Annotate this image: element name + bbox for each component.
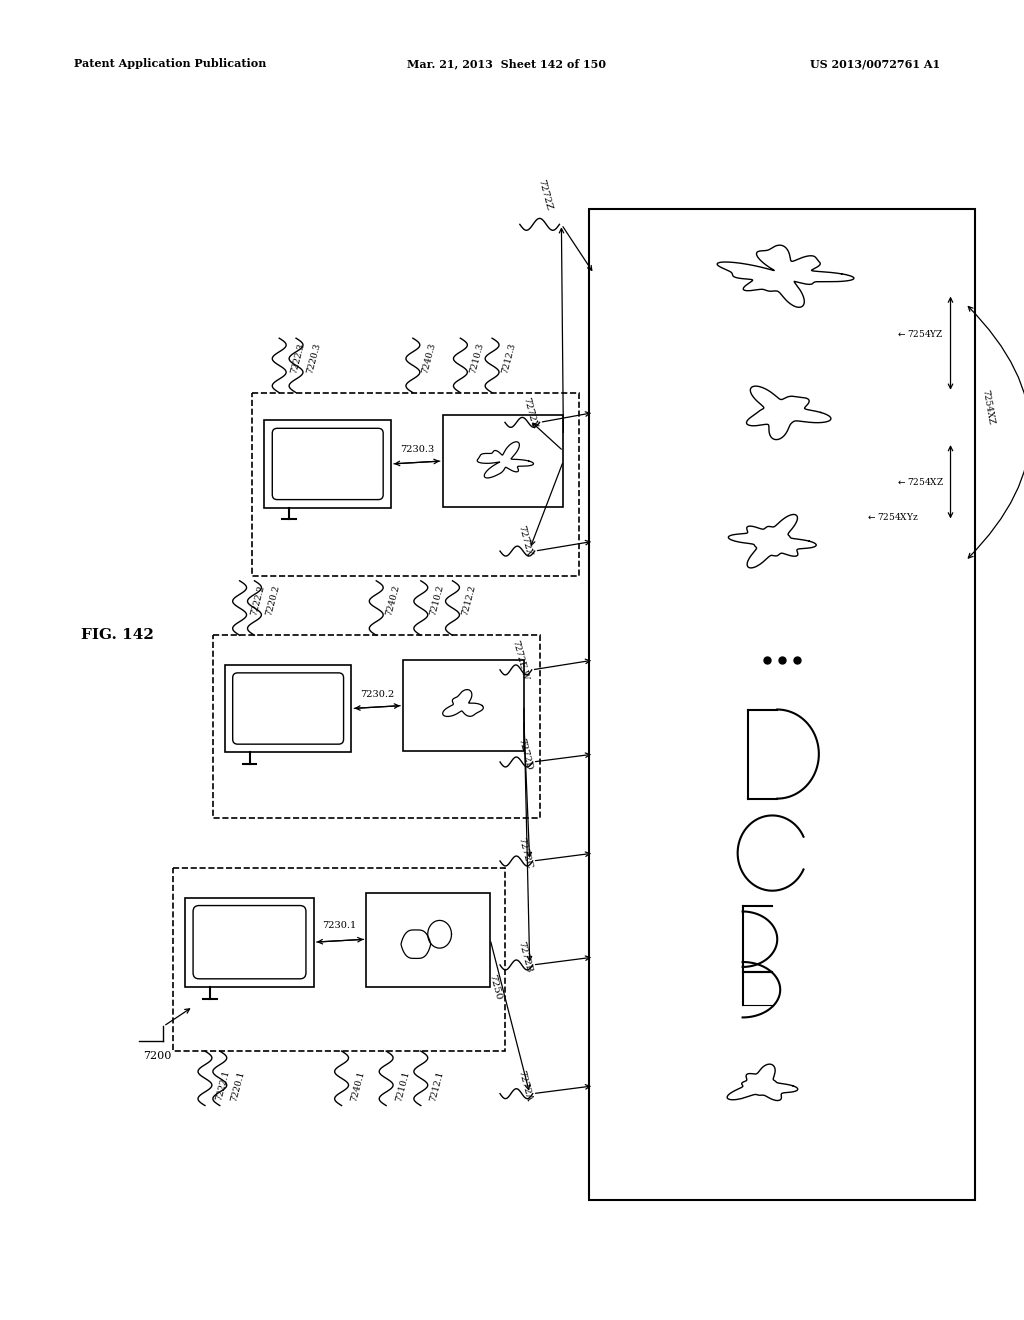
Bar bbox=[442, 416, 563, 507]
Text: $\leftarrow$7254YZ: $\leftarrow$7254YZ bbox=[896, 327, 944, 339]
Text: $\leftarrow$7254XYz: $\leftarrow$7254XYz bbox=[866, 511, 920, 521]
Text: $\leftarrow$7254XZ: $\leftarrow$7254XZ bbox=[896, 477, 944, 487]
Bar bbox=[173, 869, 505, 1051]
Bar bbox=[367, 892, 490, 987]
Text: 7240.2: 7240.2 bbox=[384, 585, 401, 616]
Bar bbox=[224, 665, 351, 752]
Text: 7200: 7200 bbox=[143, 1051, 172, 1061]
Text: FIG. 142: FIG. 142 bbox=[81, 628, 154, 643]
Text: 7212.3: 7212.3 bbox=[500, 342, 517, 375]
Bar bbox=[213, 635, 540, 818]
Text: 7210.2: 7210.2 bbox=[429, 585, 445, 616]
Text: US 2013/0072761 A1: US 2013/0072761 A1 bbox=[810, 58, 941, 70]
Text: 7230.1: 7230.1 bbox=[323, 921, 356, 931]
Text: 7210.1: 7210.1 bbox=[394, 1069, 411, 1102]
Bar bbox=[403, 660, 523, 751]
Text: 7212.1: 7212.1 bbox=[429, 1069, 445, 1102]
Text: Patent Application Publication: Patent Application Publication bbox=[75, 58, 266, 70]
Text: 7240.1: 7240.1 bbox=[349, 1069, 367, 1102]
Text: 7272E-W: 7272E-W bbox=[510, 639, 529, 681]
Text: 7222.2: 7222.2 bbox=[250, 585, 266, 616]
Bar bbox=[253, 392, 580, 576]
Bar bbox=[185, 898, 314, 987]
FancyBboxPatch shape bbox=[232, 673, 344, 744]
Bar bbox=[589, 210, 975, 1200]
FancyBboxPatch shape bbox=[194, 906, 306, 979]
Text: 7272C: 7272C bbox=[516, 837, 534, 870]
Text: 7272B: 7272B bbox=[516, 940, 534, 974]
Text: Mar. 21, 2013  Sheet 142 of 150: Mar. 21, 2013 Sheet 142 of 150 bbox=[408, 58, 606, 70]
Text: 7272Y: 7272Y bbox=[521, 396, 539, 429]
Text: 7220.3: 7220.3 bbox=[306, 342, 323, 375]
Text: 7272X: 7272X bbox=[516, 524, 534, 558]
Text: 7240.3: 7240.3 bbox=[421, 342, 437, 375]
Text: 7210.3: 7210.3 bbox=[468, 342, 485, 375]
Text: 7220.2: 7220.2 bbox=[264, 585, 282, 616]
Text: 7212.2: 7212.2 bbox=[461, 585, 477, 616]
Text: 7230.3: 7230.3 bbox=[399, 445, 434, 454]
Text: 7254XZ: 7254XZ bbox=[980, 389, 995, 426]
Text: 7220.1: 7220.1 bbox=[229, 1069, 247, 1102]
FancyBboxPatch shape bbox=[272, 428, 383, 499]
Text: 7222.1: 7222.1 bbox=[215, 1069, 231, 1102]
Text: 7230.2: 7230.2 bbox=[360, 689, 394, 698]
Bar bbox=[264, 420, 391, 507]
Text: 7272Z: 7272Z bbox=[537, 178, 553, 211]
Text: 7272D: 7272D bbox=[516, 737, 534, 771]
Text: 7250: 7250 bbox=[487, 973, 503, 1001]
Text: 7222.3: 7222.3 bbox=[289, 342, 306, 374]
Text: 7272A: 7272A bbox=[516, 1069, 534, 1102]
